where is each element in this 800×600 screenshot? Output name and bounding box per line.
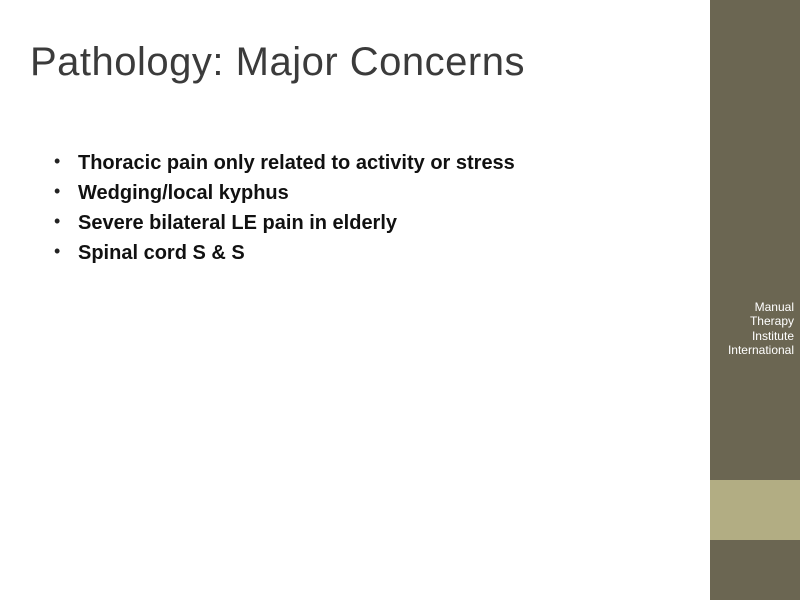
bullet-mark: • — [50, 150, 78, 173]
slide-title: Pathology: Major Concerns — [30, 40, 525, 85]
bullet-mark: • — [50, 210, 78, 233]
sidebar-light-band — [710, 480, 800, 540]
list-item: • Spinal cord S & S — [50, 240, 680, 266]
bullet-text: Thoracic pain only related to activity o… — [78, 150, 515, 176]
bullet-mark: • — [50, 180, 78, 203]
slide: Pathology: Major Concerns • Thoracic pai… — [0, 0, 800, 600]
list-item: • Thoracic pain only related to activity… — [50, 150, 680, 176]
list-item: • Severe bilateral LE pain in elderly — [50, 210, 680, 236]
bullet-text: Wedging/local kyphus — [78, 180, 289, 206]
sidebar-caption: Manual Therapy Institute International — [716, 300, 794, 358]
bullet-mark: • — [50, 240, 78, 263]
bullet-text: Spinal cord S & S — [78, 240, 245, 266]
bullet-list: • Thoracic pain only related to activity… — [50, 150, 680, 270]
list-item: • Wedging/local kyphus — [50, 180, 680, 206]
bullet-text: Severe bilateral LE pain in elderly — [78, 210, 397, 236]
